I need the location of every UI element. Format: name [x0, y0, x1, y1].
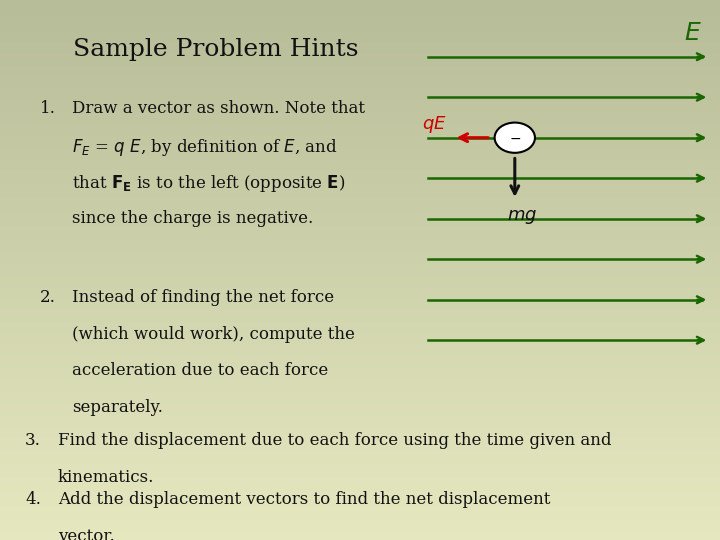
Text: $\mathit{E}$: $\mathit{E}$	[684, 22, 702, 45]
Text: $-$: $-$	[509, 131, 521, 145]
Text: that $\mathbf{F}_\mathbf{E}$ is to the left (opposite $\mathbf{E}$): that $\mathbf{F}_\mathbf{E}$ is to the l…	[72, 173, 346, 194]
Text: 3.: 3.	[25, 432, 41, 449]
Text: Draw a vector as shown. Note that: Draw a vector as shown. Note that	[72, 100, 365, 117]
Text: 1.: 1.	[40, 100, 55, 117]
Text: 4.: 4.	[25, 491, 41, 508]
Text: Instead of finding the net force: Instead of finding the net force	[72, 289, 334, 306]
Text: separately.: separately.	[72, 399, 163, 416]
Text: since the charge is negative.: since the charge is negative.	[72, 210, 313, 227]
Text: $\mathit{F}_\mathit{E}$ = $\mathit{q}$ $\mathit{E}$, by definition of $\mathit{E: $\mathit{F}_\mathit{E}$ = $\mathit{q}$ $…	[72, 137, 338, 158]
Text: Add the displacement vectors to find the net displacement: Add the displacement vectors to find the…	[58, 491, 550, 508]
Text: acceleration due to each force: acceleration due to each force	[72, 362, 328, 379]
Text: 2.: 2.	[40, 289, 55, 306]
Text: (which would work), compute the: (which would work), compute the	[72, 326, 355, 342]
Circle shape	[495, 123, 535, 153]
Text: Sample Problem Hints: Sample Problem Hints	[73, 38, 359, 61]
Text: kinematics.: kinematics.	[58, 469, 154, 485]
Text: Find the displacement due to each force using the time given and: Find the displacement due to each force …	[58, 432, 611, 449]
Text: $\mathit{q}\mathit{E}$: $\mathit{q}\mathit{E}$	[422, 114, 446, 135]
Text: $\mathit{mg}$: $\mathit{mg}$	[507, 208, 537, 226]
Text: vector.: vector.	[58, 528, 114, 540]
